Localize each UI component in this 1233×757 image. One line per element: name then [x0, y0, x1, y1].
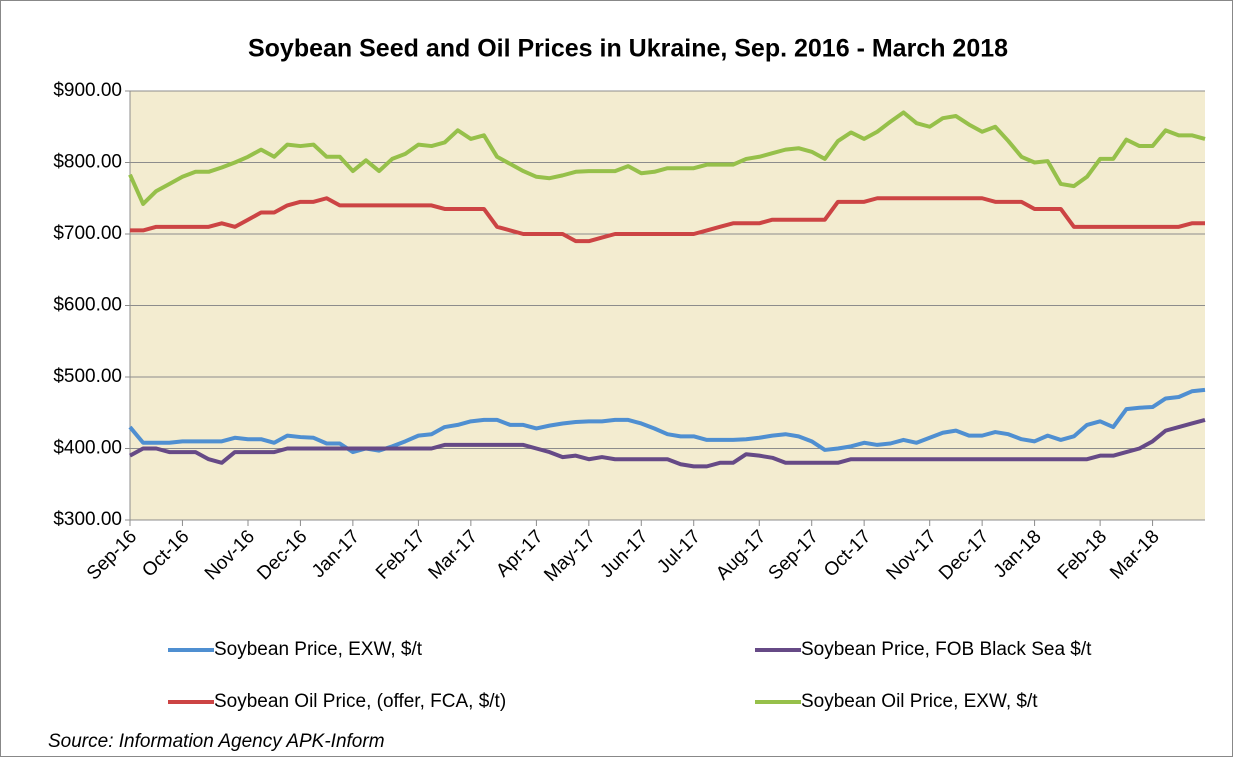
y-tick-label: $900.00 [53, 80, 122, 101]
series-line [130, 196, 1205, 244]
legend-label: Soybean Price, FOB Black Sea $/t [801, 639, 1092, 660]
series-line [129, 417, 1206, 469]
legend-label: Soybean Oil Price, (offer, FCA, $/t) [214, 691, 506, 712]
legend-label: Soybean Price, EXW, $/t [214, 639, 423, 660]
y-tick-label: $300.00 [53, 509, 122, 530]
chart-title: Soybean Seed and Oil Prices in Ukraine, … [248, 35, 1008, 63]
y-tick-label: $500.00 [53, 366, 122, 387]
y-tick-label: $400.00 [53, 438, 122, 459]
legend-label: Soybean Oil Price, EXW, $/t [801, 691, 1038, 712]
series-line [128, 387, 1206, 455]
y-tick-label: $800.00 [53, 152, 122, 173]
source: Source: Information Agency APK-Inform [48, 731, 385, 752]
y-tick-label: $600.00 [53, 295, 122, 316]
y-tick-label: $700.00 [53, 223, 122, 244]
series-line [128, 110, 1206, 206]
